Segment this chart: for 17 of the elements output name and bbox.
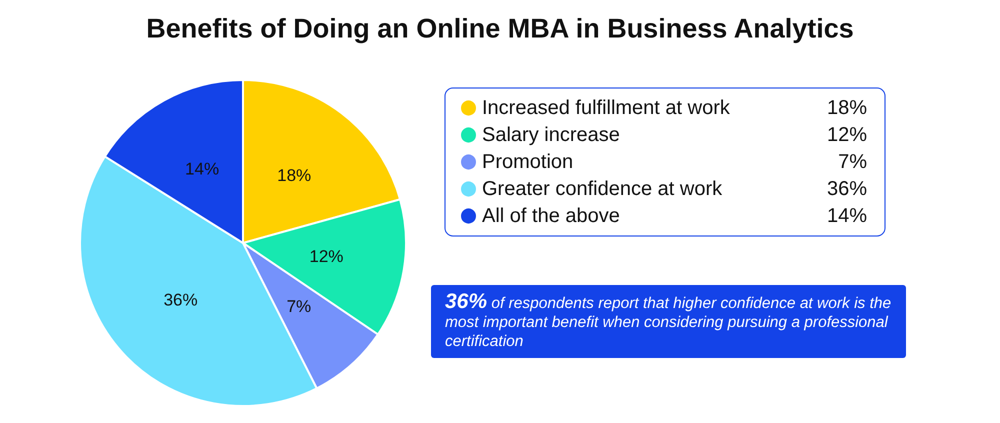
text: 12% [826,124,867,146]
legend-label: Greater confidence at work [482,178,724,200]
legend-label: Increased fulfillment at work [482,97,731,119]
chart-title: Benefits of Doing an Online MBA in Business Analytics [146,14,854,44]
text: 36% [826,178,867,200]
data-label: 18% [277,166,312,186]
text: 36% of respondents report that higher confidence at work is the most important benefit when considering pursuing a professional certification [431,285,906,358]
legend-label: All of the above [482,205,620,227]
text: 14% [826,205,867,227]
legend-label: Promotion [482,151,574,173]
data-label: 36% [164,290,198,310]
text: 7% [838,151,867,173]
data-label: 12% [309,247,344,266]
text: 18% [826,97,867,119]
data-label: 7% [286,296,312,316]
data-label: 14% [185,160,220,179]
legend-label: Salary increase [482,124,620,146]
